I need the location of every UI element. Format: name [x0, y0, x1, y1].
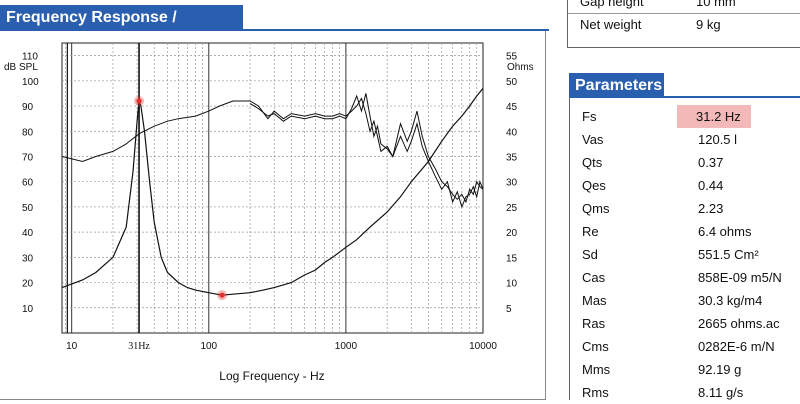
section-rule — [0, 29, 549, 31]
parameter-label: Vas — [582, 132, 604, 147]
x-tick-label: 10000 — [469, 341, 497, 352]
parameter-value: 120.5 l — [698, 132, 738, 147]
y-tick-label-right: 50 — [506, 77, 518, 88]
parameter-row: Vas 120.5 l — [570, 128, 800, 151]
y-tick-label-right: 20 — [506, 228, 518, 239]
section-rule — [569, 96, 800, 98]
series-line-spl_b — [249, 93, 484, 209]
parameter-row: Qts 0.37 — [570, 151, 800, 174]
table-row: Gap height 10 mm — [568, 0, 800, 14]
parameter-label: Qts — [582, 155, 603, 170]
parameter-value: 31.2 Hz — [696, 109, 741, 124]
parameter-label: Qes — [582, 178, 606, 193]
parameter-label: Re — [582, 224, 599, 239]
parameter-row: Re 6.4 ohms — [570, 220, 800, 243]
row-value: 10 mm — [696, 0, 736, 9]
y-tick-label-right: 45 — [506, 102, 518, 113]
y-tick-label-left: 10 — [22, 304, 34, 315]
y-tick-label-left: 80 — [22, 127, 34, 138]
parameter-label: Mas — [582, 293, 607, 308]
y-tick-label-right: 25 — [506, 203, 518, 214]
parameters-title: Parameters — [569, 73, 664, 99]
parameter-row: Mms 92.19 g — [570, 358, 800, 381]
data-marker — [136, 98, 142, 104]
y-tick-label-right: 10 — [506, 279, 518, 290]
top-spec-table: Gap height 10 mm Net weight 9 kg — [567, 0, 800, 48]
row-label: Net weight — [580, 17, 642, 32]
parameter-label: Ras — [582, 316, 606, 331]
y-tick-label-right: 30 — [506, 178, 518, 189]
x-tick-label: 10 — [66, 341, 78, 352]
parameter-value: 0.44 — [698, 178, 724, 193]
parameter-value: 858E-09 m5/N — [698, 270, 782, 285]
y-axis-right-label: Ohms — [507, 62, 534, 73]
parameter-value: 2.23 — [698, 201, 724, 216]
y-axis-left-label: dB SPL — [4, 62, 38, 73]
parameter-row: Cms 0282E-6 m/N — [570, 335, 800, 358]
parameter-label: Sd — [582, 247, 598, 262]
parameter-row: Sd 551.5 Cm² — [570, 243, 800, 266]
series-line-impedance — [61, 88, 484, 296]
y-tick-label-right: 15 — [506, 253, 518, 264]
y-tick-label-left: 30 — [22, 253, 34, 264]
parameter-value: 6.4 ohms — [698, 224, 752, 239]
parameter-row: Cas 858E-09 m5/N — [570, 266, 800, 289]
y-tick-label-right: 55 — [506, 52, 518, 63]
parameter-row: Qms 2.23 — [570, 197, 800, 220]
y-tick-label-left: 110 — [22, 52, 38, 63]
x-tick-label: 31Hz — [128, 341, 150, 352]
parameter-value: 0282E-6 m/N — [698, 339, 775, 354]
parameter-row: Qes 0.44 — [570, 174, 800, 197]
parameter-value: 8.11 g/s — [698, 385, 744, 400]
parameter-label: Fs — [582, 109, 597, 124]
parameter-row: Ras 2665 ohms.ac — [570, 312, 800, 335]
parameter-label: Mms — [582, 362, 611, 377]
parameter-value: 551.5 Cm² — [698, 247, 759, 262]
freq-response-title: Frequency Response / Impedance — [0, 5, 243, 52]
parameter-row: Mas 30.3 kg/m4 — [570, 289, 800, 312]
x-axis-label: Log Frequency - Hz — [219, 369, 324, 383]
parameter-label: Cms — [582, 339, 609, 354]
frequency-impedance-chart: 10 31Hz 100 1000 10000 10 20 30 40 50 60 70 80 90 100 1… — [4, 42, 534, 383]
parameter-label: Rms — [582, 385, 609, 400]
parameter-value: 30.3 kg/m4 — [698, 293, 763, 308]
y-tick-label-left: 100 — [22, 77, 39, 88]
y-tick-label-left: 40 — [22, 228, 34, 239]
y-tick-label-left: 70 — [22, 152, 34, 163]
parameter-label: Qms — [582, 201, 610, 216]
parameter-row: Rms 8.11 g/s — [570, 381, 800, 404]
parameter-value: 0.37 — [698, 155, 724, 170]
y-tick-label-right: 5 — [506, 304, 512, 315]
data-marker — [219, 292, 225, 298]
parameter-row: Fs 31.2 Hz — [570, 105, 800, 128]
x-tick-label: 1000 — [335, 341, 358, 352]
parameter-label: Cas — [582, 270, 606, 285]
x-tick-label: 100 — [200, 341, 217, 352]
parameter-value: 92.19 g — [698, 362, 742, 377]
table-row: Net weight 9 kg — [568, 13, 800, 36]
y-tick-label-right: 35 — [506, 152, 518, 163]
parameters-table: Fs 31.2 Hz Vas 120.5 l Qts 0.37 Qes 0.44 Qms 2.23… — [569, 98, 800, 400]
y-tick-label-left: 90 — [22, 102, 34, 113]
y-tick-label-right: 40 — [506, 127, 518, 138]
row-value: 9 kg — [696, 17, 721, 32]
plot-border — [61, 42, 484, 334]
y-tick-label-left: 50 — [22, 203, 34, 214]
highlight-box — [677, 105, 751, 128]
y-tick-label-left: 60 — [22, 178, 34, 189]
y-tick-label-left: 20 — [22, 279, 34, 290]
parameter-value: 2665 ohms.ac — [698, 316, 780, 331]
row-label: Gap height — [580, 0, 644, 9]
